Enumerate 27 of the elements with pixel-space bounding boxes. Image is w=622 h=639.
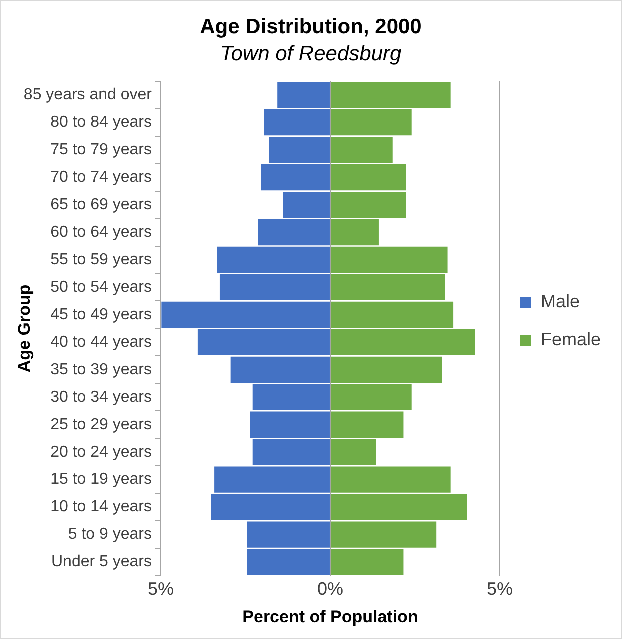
y-tick-label: 50 to 54 years [50,278,152,296]
y-tick-label: 10 to 14 years [50,498,152,516]
y-tick-label: 25 to 29 years [50,416,152,434]
x-tick-label: 5% [148,578,174,599]
y-tick-label: 65 to 69 years [50,196,152,214]
y-tick-label: 45 to 49 years [50,306,152,324]
y-tick-label: 55 to 59 years [50,251,152,268]
y-tick-label: Under 5 years [52,554,152,571]
y-tick-label: 15 to 19 years [50,471,152,488]
y-tick-label: 85 years and over [24,86,153,104]
y-axis-title: Age Group [14,284,34,373]
x-tick-label: 0% [317,578,344,599]
legend-label: Male [540,291,580,312]
legend-label: Female [540,329,602,350]
y-tick-label: 5 to 9 years [68,526,152,544]
chart-title: Age Distribution, 2000 [200,15,422,38]
y-tick-label: 30 to 34 years [50,388,152,406]
chart-subtitle: Town of Reedsburg [220,42,402,66]
y-tick-label: 80 to 84 years [50,114,152,132]
x-tick-label: 5% [486,578,513,599]
y-tick-label: 75 to 79 years [50,142,152,158]
y-tick-label: 70 to 74 years [50,168,152,186]
y-tick-label: 35 to 39 years [50,361,152,378]
x-axis-title: Percent of Population [242,607,418,626]
y-tick-label: 60 to 64 years [50,224,152,241]
y-tick-label: 20 to 24 years [50,444,152,461]
y-tick-label: 40 to 44 years [50,334,152,351]
